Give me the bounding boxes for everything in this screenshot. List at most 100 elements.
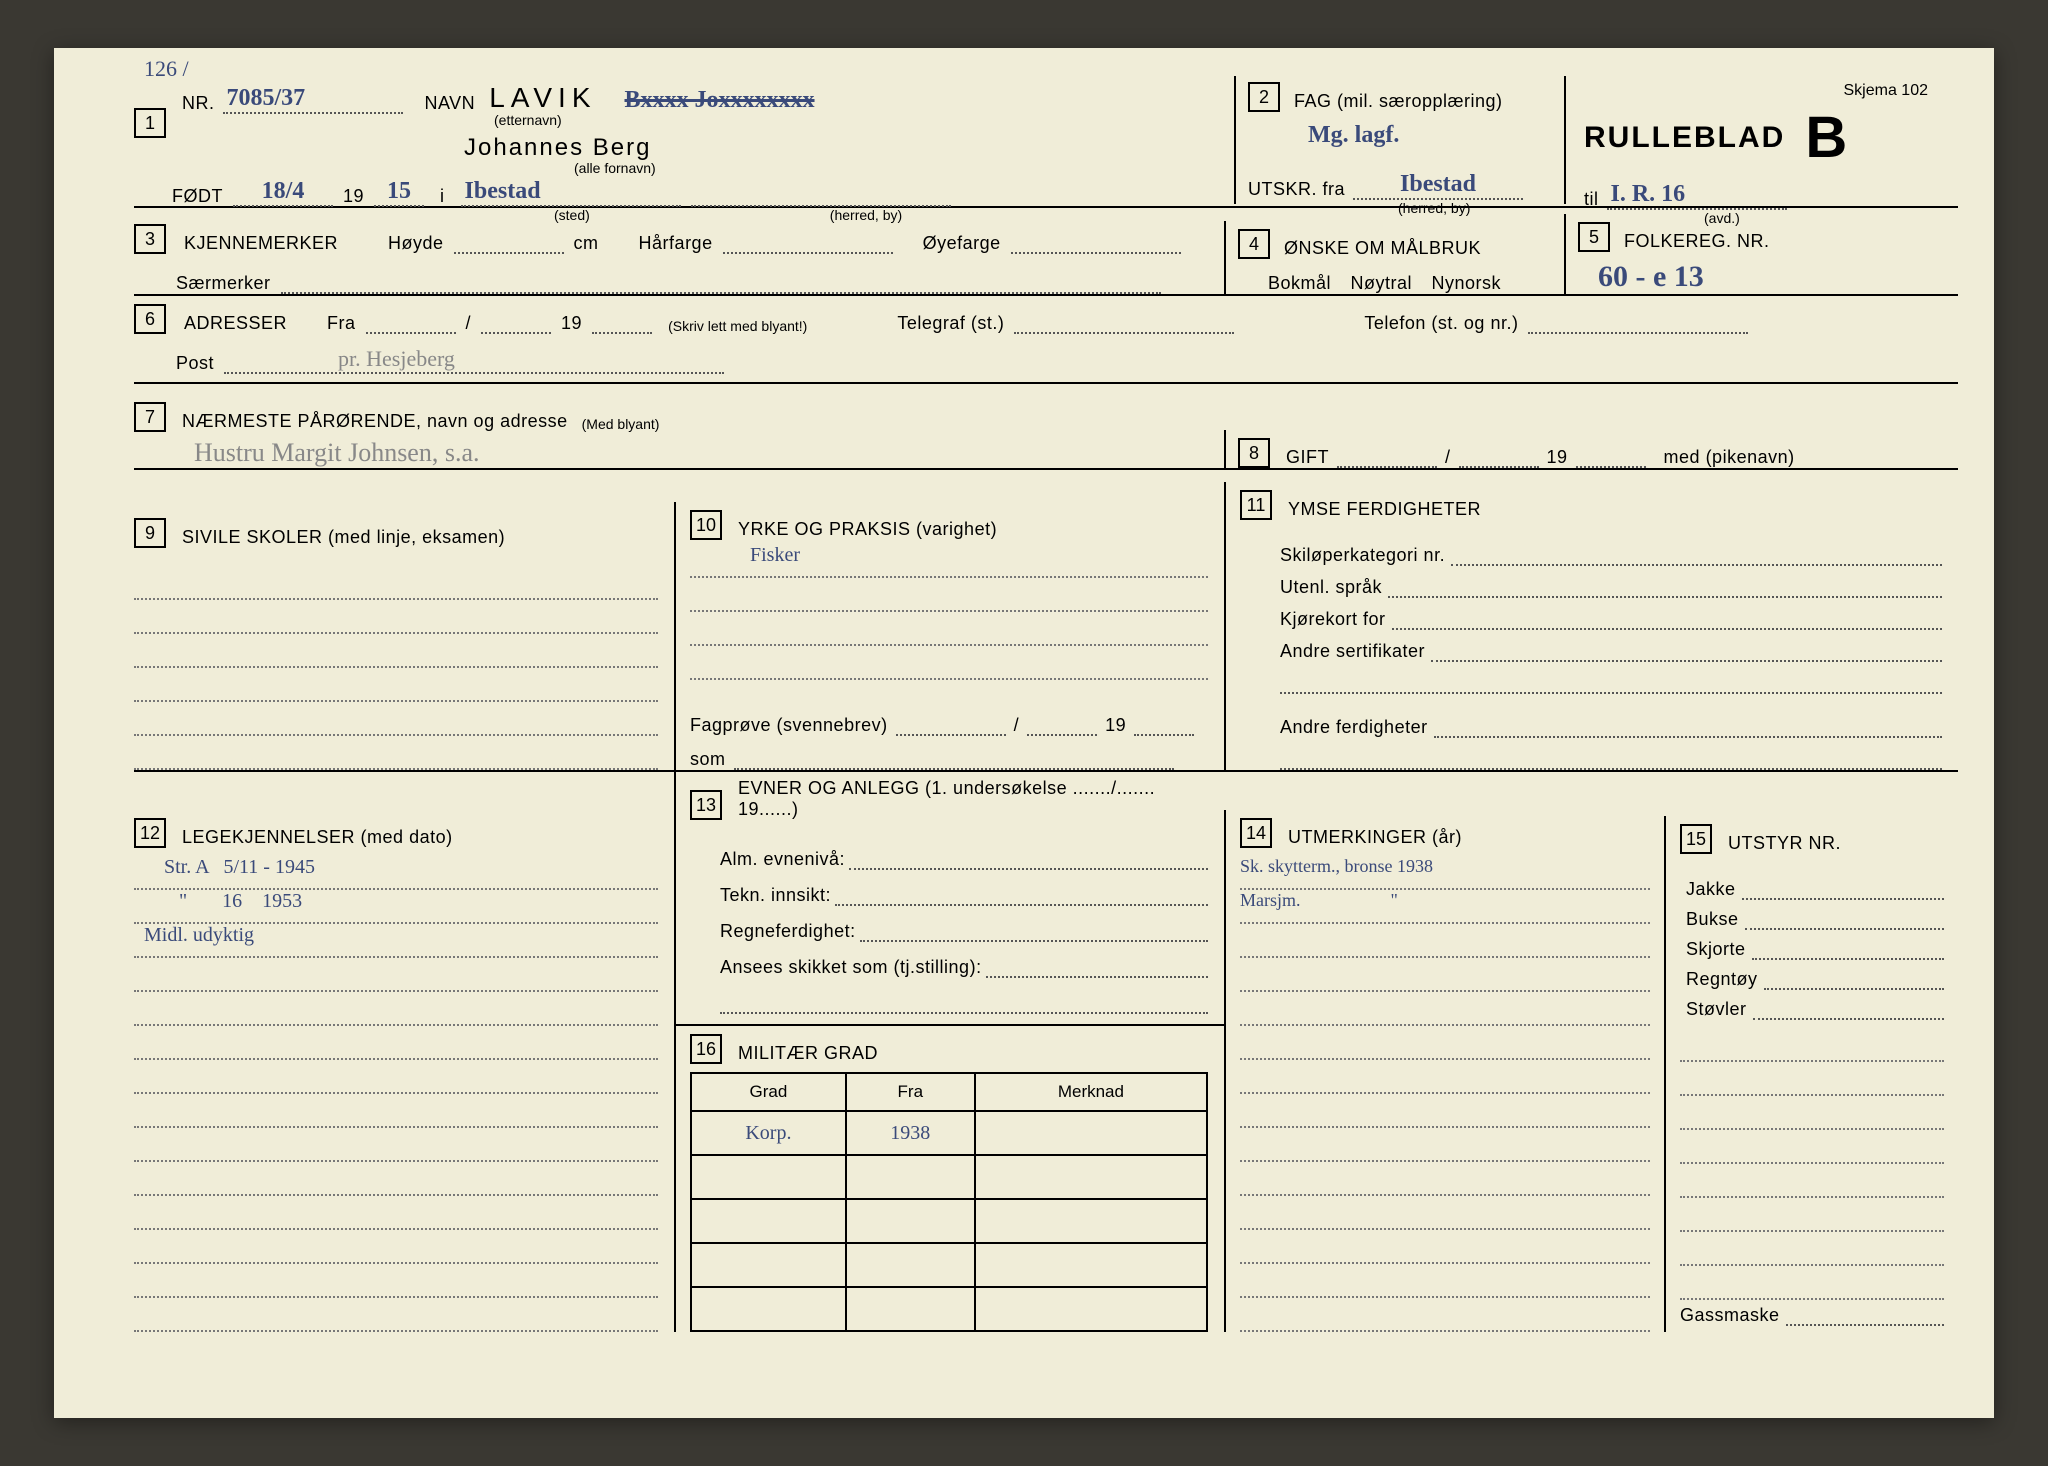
box-15-lines <box>1680 1028 1944 1300</box>
slash-8: / <box>1445 447 1451 468</box>
nr-label: NR. <box>182 93 215 114</box>
box-12-lines: Str. A 5/11 - 1945 " 16 1953 Midl. udykt… <box>134 856 658 1332</box>
fra-label: Fra <box>327 313 356 334</box>
box-9-number: 9 <box>134 518 166 548</box>
century-8: 19 <box>1547 447 1568 468</box>
fodt-year: 15 <box>374 178 424 207</box>
lege-label: LEGEKJENNELSER (med dato) <box>182 827 453 848</box>
etternavn-printed: LAVIK <box>489 82 596 114</box>
box-14-lines: Sk. skytterm., bronse 1938 Marsjm. " <box>1240 856 1650 1332</box>
box-11-number: 11 <box>1240 490 1272 520</box>
oyefarge-label: Øyefarge <box>923 233 1001 254</box>
malbruk-options: Bokmål Nøytral Nynorsk <box>1268 273 1554 294</box>
century-10: 19 <box>1105 715 1126 736</box>
folkereg-value: 60 - e 13 <box>1598 260 1948 294</box>
post-value: pr. Hesjeberg <box>224 346 724 374</box>
utstyr-regntoy: Regntøy <box>1686 969 1758 990</box>
utm-line1: Sk. skytterm., bronse 1938 <box>1240 856 1433 876</box>
grad-h1: Grad <box>691 1073 846 1111</box>
adresser-label: ADRESSER <box>184 313 287 334</box>
utm-line2: Marsjm. " <box>1240 890 1398 910</box>
gassmaske-label: Gassmaske <box>1680 1305 1780 1326</box>
fodt-century: 19 <box>343 186 364 207</box>
box-3-number: 3 <box>134 224 166 254</box>
box-12-number: 12 <box>134 818 166 848</box>
box-1-number: 1 <box>134 108 166 138</box>
kjennemerker-label: KJENNEMERKER <box>184 233 338 254</box>
lege-line1: Str. A 5/11 - 1945 <box>134 856 315 878</box>
box-5-number: 5 <box>1578 222 1610 252</box>
kjorekort-label: Kjørekort for <box>1280 609 1386 630</box>
utstyr-skjorte: Skjorte <box>1686 939 1746 960</box>
form-letter-b: B <box>1805 104 1848 171</box>
grad-table: Grad Fra Merknad Korp. 1938 <box>690 1072 1208 1332</box>
sprak-label: Utenl. språk <box>1280 577 1382 598</box>
nr-value: 7085/37 <box>223 85 403 114</box>
ski-label: Skiløperkategori nr. <box>1280 545 1445 566</box>
fagprove-label: Fagprøve (svennebrev) <box>690 715 888 736</box>
skriv-note: (Skriv lett med blyant!) <box>668 318 807 334</box>
med-label: med (pikenavn) <box>1664 447 1795 468</box>
navn-label: NAVN <box>425 93 476 114</box>
hoyde-label: Høyde <box>388 233 444 254</box>
skoler-label: SIVILE SKOLER (med linje, eksamen) <box>182 527 505 548</box>
saermerker-label: Særmerker <box>176 273 271 294</box>
herred-sub-2: (herred, by) <box>1398 200 1470 216</box>
cm-label: cm <box>574 233 599 254</box>
ymse-label: YMSE FERDIGHETER <box>1288 499 1481 520</box>
grad-fra: 1938 <box>890 1122 930 1144</box>
til-label: til <box>1584 189 1599 210</box>
fornavn-printed: Johannes Berg <box>464 134 651 162</box>
militar-grad-label: MILITÆR GRAD <box>738 1043 878 1064</box>
utstyr-label: UTSTYR NR. <box>1728 833 1841 854</box>
malbruk-label: ØNSKE OM MÅLBRUK <box>1284 238 1481 259</box>
yrke-value: Fisker <box>750 544 800 566</box>
box-16-number: 16 <box>690 1034 722 1064</box>
gift-label: GIFT <box>1286 447 1329 468</box>
til-value: I. R. 16 <box>1607 181 1787 210</box>
box-13-number: 13 <box>690 790 722 820</box>
post-label: Post <box>176 353 214 374</box>
utmerkinger-label: UTMERKINGER (år) <box>1288 827 1462 848</box>
utskr-value: Ibestad <box>1353 171 1523 200</box>
som-label: som <box>690 749 726 770</box>
lege-line2: " 16 1953 <box>134 890 302 912</box>
grad-h3: Merknad <box>975 1073 1207 1111</box>
century-6: 19 <box>561 313 582 334</box>
fodt-day: 18/4 <box>233 178 333 207</box>
box-9-lines <box>134 566 658 770</box>
telegraf-label: Telegraf (st.) <box>897 313 1004 334</box>
fodt-sted: Ibestad <box>461 178 681 207</box>
etternavn-sub: (etternavn) <box>494 112 562 128</box>
harfarge-label: Hårfarge <box>639 233 713 254</box>
lege-line3: Midl. udyktig <box>134 924 254 946</box>
box-8-number: 8 <box>1238 438 1270 468</box>
corner-note: 126 / <box>144 56 189 82</box>
andre-ferd-label: Andre ferdigheter <box>1280 717 1428 738</box>
telefon-label: Telefon (st. og nr.) <box>1364 313 1518 334</box>
parorende-value: Hustru Margit Johnsen, s.a. <box>194 438 1212 468</box>
grad-h2: Fra <box>846 1073 975 1111</box>
fag-value: Mg. lagf. <box>1308 122 1544 149</box>
fodt-label: FØDT <box>172 186 223 207</box>
fag-label: FAG (mil. særopplæring) <box>1294 91 1503 112</box>
box-10-lines: Fisker <box>690 544 1208 680</box>
box-7-number: 7 <box>134 402 166 432</box>
skjema-label: Skjema 102 <box>1844 82 1929 99</box>
box-14-number: 14 <box>1240 818 1272 848</box>
box-10-number: 10 <box>690 510 722 540</box>
box-15-number: 15 <box>1680 824 1712 854</box>
parorende-note: (Med blyant) <box>582 416 660 432</box>
box-6-number: 6 <box>134 304 166 334</box>
rulleblad-label: RULLEBLAD <box>1584 121 1785 155</box>
fodt-i: i <box>440 186 445 207</box>
evner-label: EVNER OG ANLEGG (1. undersøkelse .......… <box>738 778 1208 820</box>
yrke-label: YRKE OG PRAKSIS (varighet) <box>738 519 997 540</box>
parorende-label: NÆRMESTE PÅRØRENDE, navn og adresse <box>182 411 568 432</box>
utstyr-stovler: Støvler <box>1686 999 1747 1020</box>
tekn-label: Tekn. innsikt: <box>720 885 831 906</box>
regne-label: Regneferdighet: <box>720 921 856 942</box>
folkereg-label: FOLKEREG. NR. <box>1624 231 1770 252</box>
utstyr-bukse: Bukse <box>1686 909 1739 930</box>
evnenivaa-label: Alm. evnenivå: <box>720 849 845 870</box>
